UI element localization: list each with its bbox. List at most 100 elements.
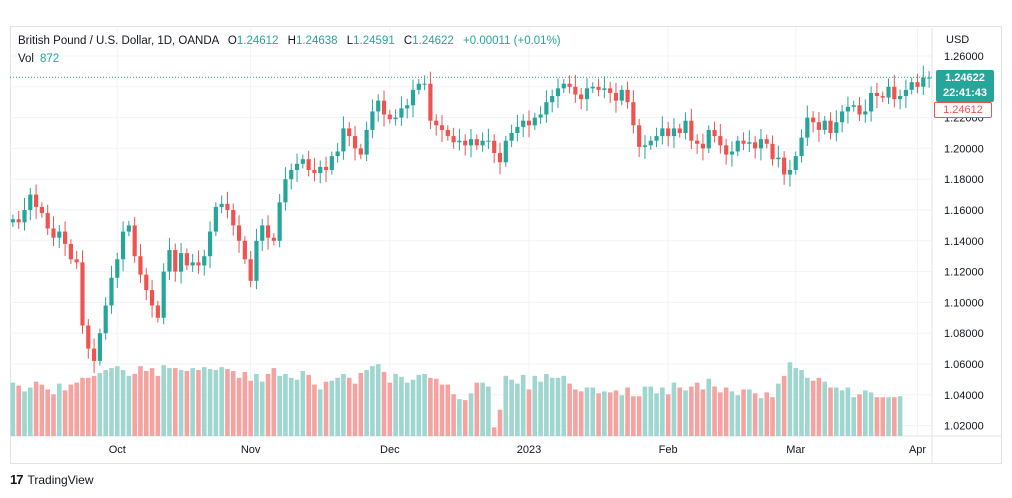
candle-body: [451, 136, 456, 143]
volume-bar: [677, 387, 683, 436]
chart-frame[interactable]: [10, 26, 1002, 464]
volume-bar: [230, 371, 236, 436]
candle-body: [225, 203, 230, 210]
volume-bar: [515, 383, 520, 436]
prev-close-badge: 1.24612: [934, 102, 992, 118]
volume-bar: [538, 381, 543, 436]
candle-body: [271, 237, 276, 241]
volume-bar: [149, 368, 155, 436]
candle-body: [434, 120, 439, 126]
candle-body: [289, 169, 294, 180]
volume-bar: [810, 380, 816, 436]
low-key: L: [346, 35, 354, 47]
volume-bar: [584, 387, 590, 436]
candle-body: [782, 157, 787, 175]
candle-body: [16, 219, 21, 223]
volume-bar: [787, 362, 793, 436]
candle-body: [97, 333, 102, 361]
footer-brand[interactable]: 17 TradingView: [10, 472, 94, 487]
volume-bar: [74, 382, 79, 436]
change-value: +0.00011 (+0.01%): [463, 35, 561, 47]
volume-bar: [184, 371, 190, 436]
volume-bar: [294, 379, 300, 436]
volume-bar: [22, 391, 27, 436]
candle-body: [613, 92, 619, 101]
volume-bar: [451, 394, 456, 436]
volume-bar: [839, 390, 845, 436]
candle-body: [410, 89, 416, 106]
candle-body: [265, 225, 271, 238]
volume-bar: [254, 373, 259, 436]
candle-body: [10, 219, 15, 223]
volume-bar: [428, 377, 433, 436]
candle-body: [526, 120, 532, 126]
volume-bar: [27, 387, 33, 436]
volume-bar: [143, 371, 149, 436]
candle-body: [231, 210, 236, 226]
volume-bar: [805, 377, 810, 436]
volume-bar: [781, 375, 787, 436]
candle-body: [840, 111, 845, 123]
candle-body: [764, 139, 769, 144]
candle-body: [173, 250, 178, 272]
volume-bar: [271, 368, 277, 436]
candle-body: [120, 231, 126, 260]
volume-bar: [892, 397, 897, 436]
candle-body: [555, 88, 561, 97]
candle-body: [903, 89, 908, 97]
candle-body: [747, 142, 752, 144]
time-tick-label: Nov: [241, 444, 261, 456]
open-value: 1.24612: [236, 35, 279, 47]
candle-body: [341, 128, 346, 152]
volume-bar: [723, 387, 729, 436]
candle-body: [28, 194, 33, 210]
volume-bar: [317, 389, 323, 436]
volume-bar: [526, 389, 532, 436]
volume-bar: [375, 364, 381, 436]
volume-bar: [729, 391, 735, 436]
volume-bar: [573, 389, 578, 436]
volume-bar: [120, 370, 126, 436]
tradingview-logo-icon: 17: [10, 472, 24, 487]
candle-body: [706, 129, 711, 149]
candle-body: [816, 122, 822, 130]
volume-bar: [346, 377, 352, 436]
volume-bar: [190, 368, 195, 436]
volume-bar: [283, 373, 288, 436]
close-value: 1.24622: [412, 35, 454, 47]
volume-bar: [10, 382, 16, 436]
volume-bar: [590, 387, 596, 436]
candle-body: [196, 262, 201, 266]
candle-body: [550, 96, 555, 103]
volume-bar: [549, 377, 555, 436]
volume-bar: [874, 397, 880, 436]
candle-body: [642, 145, 648, 147]
candle-body: [486, 140, 491, 142]
candle-body: [428, 83, 433, 121]
symbol-title: British Pound / U.S. Dollar, 1D, OANDA: [18, 35, 219, 47]
candle-body: [132, 225, 137, 257]
volume-bar: [776, 383, 781, 436]
volume-bar: [491, 427, 497, 436]
candle-body: [886, 86, 891, 98]
candle-body: [149, 290, 155, 306]
volume-bar: [834, 387, 839, 436]
volume-bar: [352, 383, 358, 436]
candle-body: [799, 137, 804, 157]
volume-bar: [161, 365, 166, 436]
volume-bar: [85, 377, 91, 436]
volume-bar: [758, 398, 764, 436]
volume-bar: [486, 386, 491, 436]
price-tick-label: 1.12000: [944, 267, 984, 279]
price-tick-label: 1.04000: [944, 390, 984, 402]
volume-bar: [242, 371, 248, 436]
volume-bar: [370, 366, 375, 436]
candle-body: [538, 114, 543, 118]
vol-value: 872: [40, 53, 60, 65]
volume-bar: [33, 381, 39, 436]
candle-body: [219, 203, 224, 207]
currency-label[interactable]: USD: [946, 34, 970, 46]
candle-body: [851, 105, 856, 107]
volume-bar: [868, 392, 874, 436]
